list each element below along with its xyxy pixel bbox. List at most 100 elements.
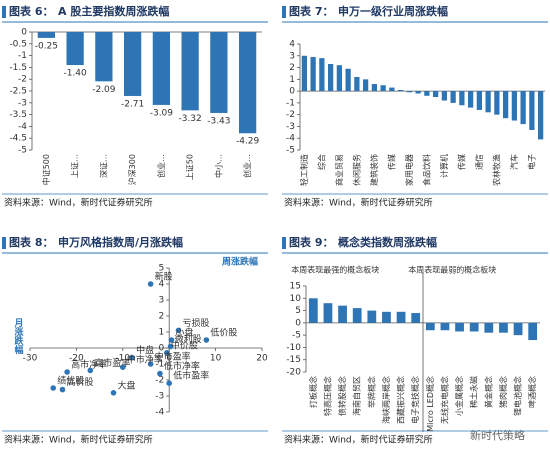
value-label: -3.32: [178, 114, 201, 124]
y-tick-label: 10: [290, 294, 302, 304]
header-mark: [282, 6, 286, 18]
x-axis-title: 周涨跌幅: [222, 256, 258, 268]
bar: [424, 91, 430, 96]
x-tick-label: 特高压概念: [322, 376, 332, 416]
bar: [352, 308, 362, 323]
x-tick-label: 传媒: [386, 154, 396, 170]
y-tick-label: -2.5: [9, 87, 27, 97]
x-tick-label: 20: [256, 354, 268, 364]
bar: [459, 91, 465, 106]
x-tick-label: -20: [69, 354, 84, 364]
x-tick-label: 稀土永磁: [469, 376, 479, 408]
bar: [415, 91, 421, 94]
bar: [425, 322, 435, 331]
panel-label: 图表 9：: [289, 235, 333, 249]
watermark: 新时代策略: [470, 428, 525, 442]
y-tick-label: -10: [286, 343, 301, 353]
x-tick-label: 传媒: [456, 154, 466, 170]
x-tick-label: 电子: [526, 154, 536, 170]
x-tick-label: 轻工制造: [299, 154, 309, 186]
y-tick-label: -3.5: [9, 110, 27, 120]
point: [129, 354, 135, 361]
value-label: -3.09: [150, 108, 174, 118]
x-tick-label: 锂电池概念: [513, 376, 523, 416]
x-tick-label: 上证50: [186, 154, 195, 180]
y-tick-label: -3: [18, 98, 27, 108]
bar: [484, 322, 494, 333]
y-axis-title: 月涨跌幅: [13, 318, 25, 355]
x-tick-label: 西藏振兴概念: [396, 376, 406, 424]
x-tick-label: 创业…: [156, 154, 166, 178]
x-tick-label: 通信: [474, 154, 484, 170]
bar: [371, 84, 377, 92]
y-tick-label: 1: [158, 328, 164, 338]
x-tick-label: 猪肉概念: [498, 376, 508, 408]
y-tick-label: -1: [286, 98, 295, 108]
bar: [66, 32, 84, 66]
panel-title: 概念类指数周涨跌幅: [338, 235, 437, 249]
point-label: 中市净率: [127, 354, 163, 366]
point: [64, 369, 70, 375]
x-tick-label: 海南自贸区: [352, 376, 362, 416]
point: [203, 337, 210, 343]
x-tick-label: 创业…: [242, 154, 252, 178]
source: 资料来源：Wind，新时代证券研究所: [4, 197, 153, 209]
y-tick-label: -4.5: [9, 134, 27, 144]
bar: [513, 322, 523, 336]
bar: [181, 32, 199, 111]
y-tick-label: 2: [158, 312, 164, 322]
x-tick-label: 沪深300: [127, 154, 137, 185]
y-tick-label: 3: [158, 296, 164, 306]
y-tick-label: 1: [289, 75, 295, 85]
point: [110, 390, 117, 396]
bar: [301, 55, 307, 92]
value-label: -4.29: [236, 137, 260, 147]
value-label: -3.43: [207, 116, 230, 126]
point: [120, 364, 126, 371]
bar: [455, 322, 464, 332]
x-tick-label: 电子竞技概念: [410, 376, 420, 424]
x-tick-label: 黄金概念: [483, 376, 493, 408]
bar: [476, 91, 482, 110]
point-label: 新股: [155, 271, 173, 283]
subtitle: 本周表现最强的概念板块: [291, 265, 379, 275]
bar: [239, 32, 257, 134]
point-label: 大盘: [118, 379, 136, 391]
bar: [382, 311, 391, 323]
x-tick-label: 农林牧渔: [491, 154, 501, 186]
value-label: -1.40: [63, 69, 87, 79]
point-label: 低市净率: [164, 360, 200, 372]
y-tick-label: 5: [295, 306, 301, 316]
x-tick-label: 0: [166, 354, 172, 364]
y-tick-label: -20: [286, 368, 301, 378]
source: 资料来源：Wind，新时代证券研究所: [4, 434, 153, 446]
bar: [538, 91, 544, 140]
y-tick-label: 3: [289, 51, 295, 61]
header-mark: [2, 237, 6, 249]
y-tick-label: -5: [292, 331, 301, 341]
point-label: 中价股: [171, 339, 198, 351]
y-tick-label: 2: [289, 63, 295, 73]
x-tick-label: 中小…: [213, 154, 223, 178]
point-label: 亏损股: [182, 317, 209, 329]
y-tick-label: 5: [158, 264, 164, 274]
y-tick-label: -5: [18, 146, 27, 156]
bar: [468, 91, 474, 108]
bar: [210, 32, 228, 113]
x-tick-label: 小金属概念: [454, 376, 464, 416]
subtitle: 本周表现最弱的概念板块: [408, 265, 496, 275]
bar: [485, 91, 491, 113]
y-tick-label: 0: [295, 318, 301, 328]
bar: [411, 313, 421, 323]
source: 资料来源：Wind，新时代证券研究所: [284, 197, 433, 209]
y-tick-label: -4: [286, 134, 295, 144]
x-tick-label: 深证…: [99, 154, 108, 178]
y-tick-label: 15: [290, 282, 301, 292]
point-label: 中市盈率: [155, 351, 191, 363]
y-tick-label: 4: [289, 40, 295, 50]
y-tick-label: 0: [289, 87, 295, 97]
source: 资料来源：Wind，新时代证券研究所: [284, 434, 433, 446]
point: [50, 385, 56, 391]
bar: [398, 89, 404, 92]
x-tick-label: 上证…: [71, 154, 80, 178]
